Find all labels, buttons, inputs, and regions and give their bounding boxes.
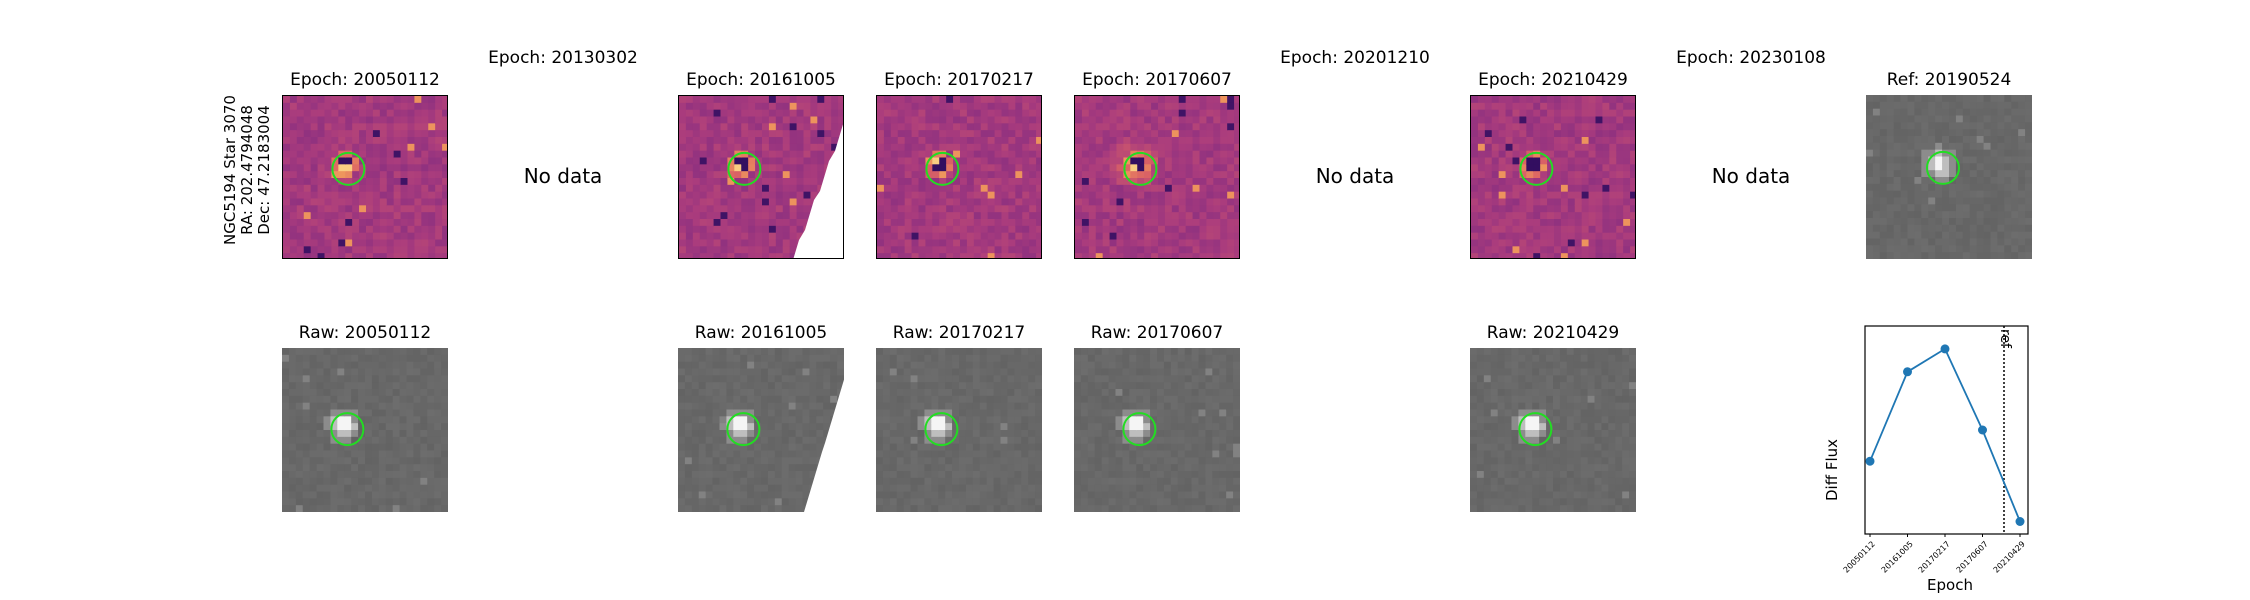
diff-title-20170607: Epoch: 20170607: [1082, 70, 1232, 90]
raw-title-20050112: Raw: 20050112: [298, 323, 432, 343]
raw-title-20210429: Raw: 20210429: [1486, 323, 1620, 343]
light-curve-chart: ref: [1864, 325, 2029, 537]
diff-image-20050112: [282, 95, 448, 259]
raw-image-20170217: [876, 348, 1042, 512]
aperture-circle: [924, 412, 959, 447]
raw-image-20210429: [1470, 348, 1636, 512]
aperture-circle: [727, 151, 762, 186]
ref-line-label: ref: [1997, 329, 2013, 349]
raw-title-20170217: Raw: 20170217: [892, 323, 1026, 343]
diff-image-20170607: [1074, 95, 1240, 259]
light-curve-ylabel: Diff Flux: [1823, 439, 1841, 501]
diff-title-20210429: Epoch: 20210429: [1478, 70, 1628, 90]
raw-title-20161005: Raw: 20161005: [694, 323, 828, 343]
diff-title-20161005: Epoch: 20161005: [686, 70, 836, 90]
raw-image-20050112: [282, 348, 448, 512]
diff-title-20050112: Epoch: 20050112: [290, 70, 440, 90]
data-point: [2015, 517, 2025, 526]
diff-image-20210429: [1470, 95, 1636, 259]
x-tick-label: 20161005: [1879, 539, 1915, 575]
ref-title: Ref: 20190524: [1886, 70, 2012, 90]
aperture-circle: [331, 151, 366, 186]
diff-image-20161005: [678, 95, 844, 259]
star-ra: RA: 202.4794048: [238, 105, 256, 235]
aperture-circle: [330, 412, 365, 447]
aperture-circle: [726, 412, 761, 447]
data-point: [1903, 367, 1912, 377]
diff-title-20230108: Epoch: 20230108: [1676, 48, 1826, 68]
x-tick-label: 20170217: [1916, 539, 1952, 575]
diff-title-20201210: Epoch: 20201210: [1280, 48, 1430, 68]
no-data-20130302: No data: [523, 164, 603, 188]
x-tick-label: 20210429: [1991, 539, 2027, 575]
x-tick-label: 20170607: [1954, 539, 1990, 575]
star-info-label: NGC5194 Star 3070 RA: 202.4794048 Dec: 4…: [221, 80, 273, 260]
raw-image-20170607: [1074, 348, 1240, 512]
aperture-circle: [925, 151, 960, 186]
series-line: [1869, 347, 2021, 522]
diff-title-20170217: Epoch: 20170217: [884, 70, 1034, 90]
star-name: NGC5194 Star 3070: [221, 95, 239, 245]
data-point: [1978, 425, 1987, 435]
aperture-circle: [1123, 151, 1158, 186]
no-data-20230108: No data: [1711, 164, 1791, 188]
ref-image-20190524: [1866, 95, 2032, 259]
star-dec: Dec: 47.2183004: [255, 105, 273, 235]
diff-image-20170217: [876, 95, 1042, 259]
raw-image-20161005: [678, 348, 844, 512]
data-point: [1865, 456, 1875, 466]
raw-title-20170607: Raw: 20170607: [1090, 323, 1224, 343]
aperture-circle: [1519, 151, 1554, 186]
no-data-20201210: No data: [1315, 164, 1395, 188]
aperture-circle: [1926, 150, 1960, 185]
aperture-circle: [1122, 412, 1157, 447]
diff-title-20130302: Epoch: 20130302: [488, 48, 638, 68]
x-tick-label: 20050112: [1841, 539, 1877, 575]
light-curve-frame: [1864, 325, 2029, 535]
data-point: [1940, 344, 1950, 354]
aperture-circle: [1518, 412, 1553, 447]
light-curve-xlabel: Epoch: [1927, 576, 1973, 594]
